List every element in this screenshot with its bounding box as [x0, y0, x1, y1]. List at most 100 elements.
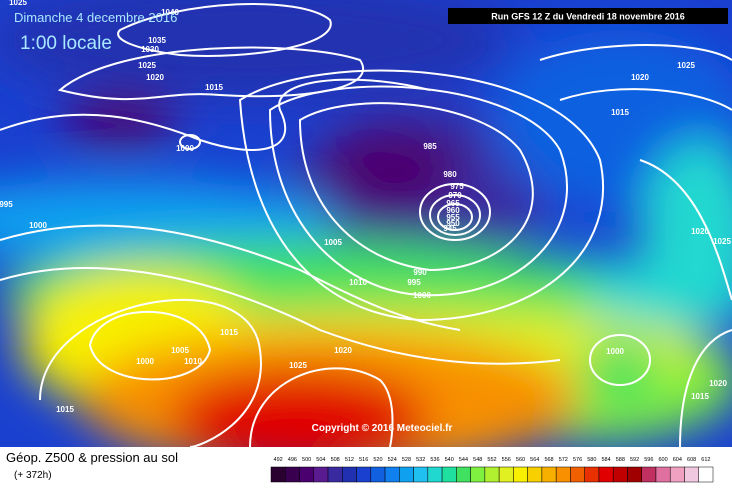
scale-swatch [555, 466, 571, 483]
scale-swatch [612, 466, 628, 483]
isobar-label: 1035 [148, 36, 166, 45]
scale-label: 524 [388, 457, 397, 463]
isobar-label: 1030 [141, 45, 159, 54]
scale-swatch [342, 466, 357, 483]
scale-label: 544 [459, 457, 468, 463]
scale-swatch [484, 466, 500, 483]
scale-label: 532 [416, 457, 425, 463]
isobar-label: 1025 [138, 61, 156, 70]
scale-label: 560 [516, 457, 525, 463]
scale-label: 552 [487, 457, 496, 463]
isobar-label: 1015 [220, 328, 238, 337]
scale-swatch [513, 466, 528, 483]
scale-swatch [370, 466, 386, 483]
isobar-label: 1020 [709, 379, 727, 388]
isobar-label: 985 [423, 142, 437, 151]
scale-swatch [698, 466, 714, 483]
scale-swatch [270, 466, 286, 483]
scale-label: 500 [302, 457, 311, 463]
scale-swatch [627, 466, 642, 483]
scale-swatch [327, 466, 343, 483]
scale-swatch [655, 466, 671, 483]
footer-title: Géop. Z500 & pression au sol [6, 450, 178, 465]
scale-label: 596 [644, 457, 653, 463]
scale-swatch [356, 466, 372, 483]
scale-label: 588 [616, 457, 625, 463]
scale-swatch [470, 466, 486, 483]
scale-swatch [441, 466, 457, 483]
run-banner [448, 8, 728, 24]
isobar-label: 960 [446, 206, 460, 215]
isobar-label: 970 [448, 191, 462, 200]
scale-label: 564 [530, 457, 539, 463]
isobar-label: 1010 [184, 357, 202, 366]
scale-swatch [299, 466, 315, 483]
scale-swatch [527, 466, 543, 483]
scale-swatch [684, 466, 699, 483]
scale-label: 608 [687, 457, 696, 463]
isobar-label: 995 [0, 200, 13, 209]
scale-swatch [584, 466, 600, 483]
scale-swatch [285, 466, 300, 483]
isobar-label: 1025 [677, 61, 695, 70]
scale-swatch [598, 466, 614, 483]
scale-swatch [427, 466, 443, 483]
scale-swatch [384, 466, 400, 483]
scale-label: 580 [587, 457, 596, 463]
scale-swatch [399, 466, 414, 483]
scale-label: 496 [288, 457, 297, 463]
scale-label: 528 [402, 457, 411, 463]
scale-label: 504 [316, 457, 325, 463]
scale-label: 572 [559, 457, 568, 463]
scale-label: 508 [331, 457, 340, 463]
run-text: Run GFS 12 Z du Vendredi 18 novembre 201… [491, 11, 685, 21]
scale-swatch [541, 466, 557, 483]
map-background [0, 0, 732, 447]
scale-swatch [498, 466, 514, 483]
scale-label: 612 [701, 457, 710, 463]
isobar-label: 995 [407, 278, 421, 287]
isobar-label: 1015 [611, 108, 629, 117]
scale-label: 568 [544, 457, 553, 463]
isobar-label: 1040 [161, 8, 179, 17]
isobar-label: 1025 [713, 237, 731, 246]
isobar-label: 1000 [176, 144, 194, 153]
isobar-label: 1010 [349, 278, 367, 287]
scale-label: 604 [673, 457, 682, 463]
scale-label: 576 [573, 457, 582, 463]
isobar-label: 1000 [29, 221, 47, 230]
scale-swatch [413, 466, 429, 483]
scale-swatch [313, 466, 329, 483]
isobar-label: 955 [446, 213, 460, 222]
time-text: 1:00 locale [20, 33, 112, 54]
scale-swatch [570, 466, 585, 483]
scale-swatch [669, 466, 685, 483]
scale-label: 600 [659, 457, 668, 463]
isobar-label: 1005 [324, 238, 342, 247]
isobar-label: 1000 [606, 347, 624, 356]
isobar-label: 990 [413, 268, 427, 277]
scale-label: 548 [473, 457, 482, 463]
isobar-label: 980 [443, 170, 457, 179]
footer-lead: (+ 372h) [14, 470, 52, 481]
scale-label: 592 [630, 457, 639, 463]
scale-swatch [641, 466, 657, 483]
scale-label: 556 [502, 457, 511, 463]
isobar-label: 1020 [334, 346, 352, 355]
scale-label: 512 [345, 457, 354, 463]
isobar-label: 1020 [691, 227, 709, 236]
copyright: Copyright © 2016 Meteociel.fr [312, 423, 453, 434]
isobar-label: 1015 [56, 405, 74, 414]
isobar-label: 1005 [171, 346, 189, 355]
isobar-label: 1000 [413, 291, 431, 300]
isobar-label: 945 [443, 224, 457, 233]
isobar-label: 950 [446, 219, 460, 228]
scale-label: 536 [430, 457, 439, 463]
isobar-label: 1025 [289, 361, 307, 370]
scale-label: 540 [445, 457, 454, 463]
scale-label: 520 [373, 457, 382, 463]
isobar-label: 975 [450, 182, 464, 191]
isobar-label: 1020 [146, 73, 164, 82]
